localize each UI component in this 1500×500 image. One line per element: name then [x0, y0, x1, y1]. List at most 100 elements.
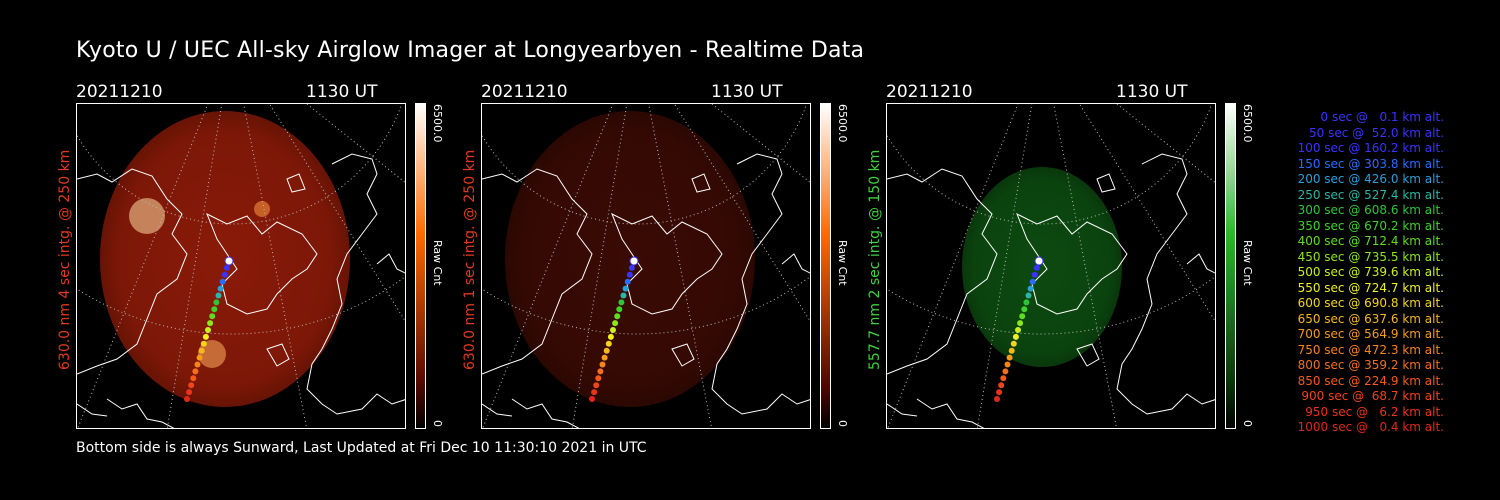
trajectory-point	[1012, 333, 1019, 340]
trajectory-point	[620, 292, 627, 299]
trajectory-point	[194, 361, 201, 368]
coastline	[691, 173, 711, 193]
panel-2-cbar-unit: Raw Cnt	[836, 240, 849, 286]
legend-entry: 200 sec @ 426.0 km alt.	[1297, 172, 1444, 186]
aurora-spot	[198, 340, 226, 368]
legend-entry: 500 sec @ 739.6 km alt.	[1297, 265, 1444, 279]
legend-entry: 850 sec @ 224.9 km alt.	[1297, 373, 1444, 388]
coastline	[106, 398, 175, 428]
trajectory-point	[200, 340, 207, 347]
coastline	[671, 343, 695, 367]
meridian-line	[648, 104, 713, 428]
legend-entry: 150 sec @ 303.8 km alt.	[1297, 156, 1444, 171]
trajectory-point	[1031, 271, 1038, 278]
legend-entry: 0 sec @ 0.1 km alt.	[1320, 110, 1445, 124]
coastline	[916, 398, 985, 428]
panel-2-date: 20211210	[481, 82, 568, 102]
trajectory-point	[202, 333, 209, 340]
trajectory-point	[607, 333, 614, 340]
trajectory-point	[219, 278, 226, 285]
footer-text: Bottom side is always Sunward, Last Upda…	[76, 440, 647, 456]
panel-1-date: 20211210	[76, 82, 163, 102]
trajectory-point	[184, 396, 190, 402]
coastline	[266, 343, 290, 367]
panel-2-time: 1130 UT	[711, 82, 783, 102]
coastline	[1096, 173, 1116, 193]
trajectory-point	[998, 382, 1005, 389]
legend-entry: 950 sec @ 6.2 km alt.	[1305, 404, 1444, 419]
panel-2-colorbar	[820, 103, 831, 429]
trajectory-point	[196, 354, 203, 361]
panel-1-time: 1130 UT	[306, 82, 378, 102]
coastline	[286, 173, 306, 193]
legend-entry: 350 sec @ 670.2 km alt.	[1297, 218, 1444, 233]
coastline	[1076, 343, 1100, 367]
trajectory-point	[192, 368, 199, 375]
trajectory-point	[996, 389, 1003, 396]
meridian-line	[306, 104, 405, 184]
trajectory-point	[1034, 256, 1044, 266]
aurora-spot	[254, 201, 270, 217]
panel-2-ylabel: 630.0 nm 1 sec intg. @ 250 km	[462, 149, 478, 370]
trajectory-point	[1029, 278, 1036, 285]
legend-entry: 750 sec @ 472.3 km alt.	[1297, 342, 1444, 357]
panel-1-cbar-min: 0	[431, 420, 444, 427]
trajectory-point	[618, 299, 625, 306]
coastline	[206, 212, 318, 315]
trajectory-point	[198, 347, 205, 354]
trajectory-point	[215, 292, 222, 299]
trajectory-point	[223, 264, 230, 271]
trajectory-point	[1002, 368, 1009, 375]
legend-entry: 1000 sec @ 0.4 km alt.	[1297, 420, 1444, 434]
trajectory-point	[1033, 264, 1040, 271]
legend-entry: 300 sec @ 608.6 km alt.	[1297, 203, 1444, 217]
panel-1-colorbar	[415, 103, 426, 429]
coastline	[306, 153, 405, 415]
trajectory-point	[207, 320, 214, 327]
trajectory-point	[1010, 340, 1017, 347]
trajectory-point	[595, 375, 602, 382]
coastline	[711, 153, 810, 415]
panel-1-image	[76, 103, 406, 429]
meridian-line	[1116, 104, 1215, 184]
trajectory-point	[217, 285, 224, 292]
trajectory-point	[1021, 306, 1028, 313]
trajectory-point	[610, 327, 616, 333]
panel-3-time: 1130 UT	[1116, 82, 1188, 102]
trajectory-point	[1015, 327, 1021, 333]
meridian-line	[711, 104, 810, 184]
coastline	[77, 403, 108, 417]
coastline	[1186, 253, 1215, 274]
trajectory-point	[1027, 285, 1034, 292]
trajectory-point	[1006, 354, 1013, 361]
coastline	[887, 168, 998, 375]
trajectory-point	[209, 313, 216, 320]
legend-entry: 600 sec @ 690.8 km alt.	[1297, 296, 1444, 310]
coastline	[887, 403, 918, 417]
panel-1-ylabel: 630.0 nm 4 sec intg. @ 250 km	[57, 149, 73, 370]
panel-1-cbar-max: 6500.0	[431, 104, 444, 143]
panel-3-cbar-max: 6500.0	[1241, 104, 1254, 143]
trajectory-point	[213, 299, 220, 306]
legend-entry: 450 sec @ 735.5 km alt.	[1297, 249, 1444, 264]
panel-2-cbar-max: 6500.0	[836, 104, 849, 143]
trajectory-point	[1008, 347, 1015, 354]
trajectory-point	[1023, 299, 1030, 306]
page-title: Kyoto U / UEC All-sky Airglow Imager at …	[76, 38, 865, 63]
trajectory-point	[186, 389, 193, 396]
aurora-spot	[129, 198, 165, 234]
trajectory-point	[612, 320, 619, 327]
panel-2-cbar-min: 0	[836, 420, 849, 427]
panel-3-cbar-min: 0	[1241, 420, 1254, 427]
trajectory-point	[601, 354, 608, 361]
airglow-field	[962, 167, 1122, 367]
legend-entry: 650 sec @ 637.6 km alt.	[1297, 311, 1444, 326]
legend-entry: 250 sec @ 527.4 km alt.	[1297, 187, 1444, 202]
coastline	[781, 253, 810, 274]
trajectory-point	[629, 256, 639, 266]
trajectory-point	[190, 375, 197, 382]
trajectory-point	[1019, 313, 1026, 320]
trajectory-point	[188, 382, 195, 389]
legend-entry: 550 sec @ 724.7 km alt.	[1297, 280, 1444, 295]
coastline	[1016, 212, 1128, 315]
